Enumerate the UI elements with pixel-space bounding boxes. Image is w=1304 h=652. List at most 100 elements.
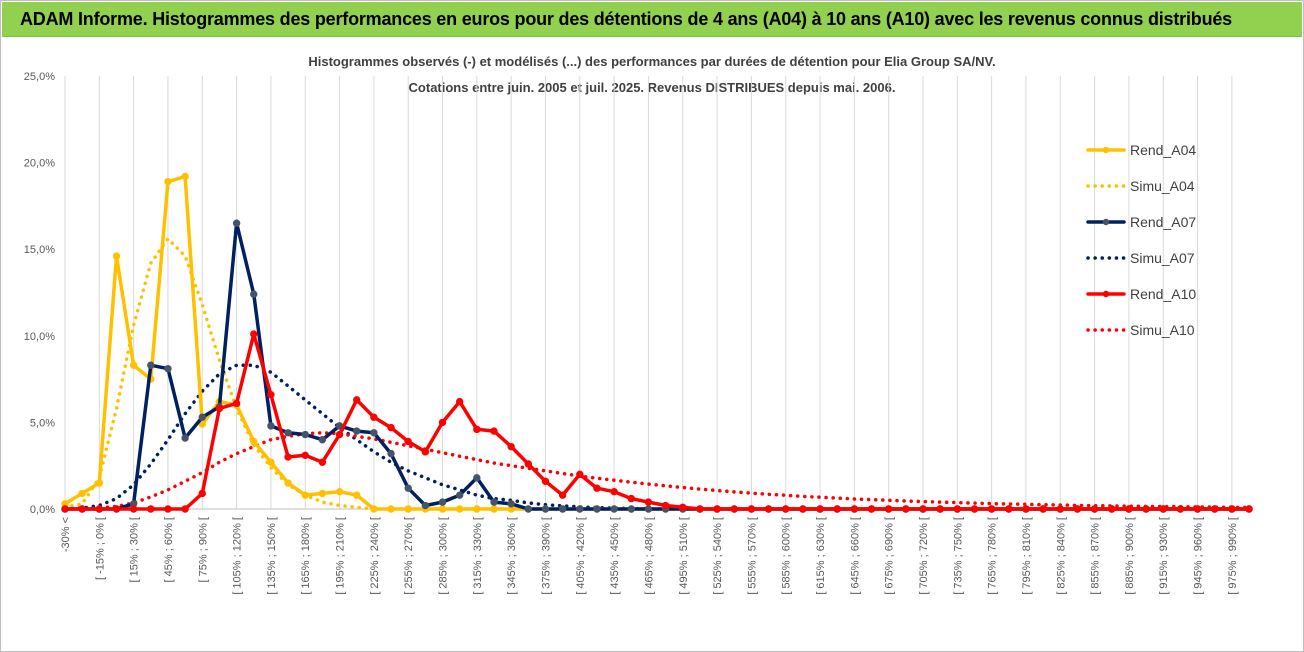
x-tick-label: [ 705% ; 720% [: [918, 517, 930, 595]
data-point: [267, 390, 275, 399]
data-point: [335, 487, 344, 496]
data-point: [490, 498, 498, 506]
data-point: [1228, 505, 1236, 513]
data-point: [1005, 505, 1013, 513]
report-title: ADAM Informe. Histogrammes des performan…: [20, 9, 1232, 29]
y-tick-label: 0,0%: [30, 504, 55, 516]
data-point: [181, 172, 189, 181]
legend-label: Simu_A10: [1130, 322, 1195, 338]
data-point: [301, 451, 309, 460]
legend-marker: [1102, 146, 1110, 154]
data-point: [661, 501, 670, 510]
legend-label: Simu_A04: [1130, 178, 1195, 194]
data-point: [541, 477, 550, 485]
data-point: [541, 505, 550, 513]
data-point: [1022, 505, 1030, 513]
data-point: [473, 505, 481, 513]
data-point: [421, 448, 430, 456]
data-point: [473, 474, 481, 482]
x-tick-label: [ 495% ; 510% [: [678, 517, 690, 595]
data-point: [147, 505, 155, 513]
x-tick-label: [ 45% ; 60% [: [163, 517, 175, 582]
x-tick-label: [ 465% ; 480% [: [643, 517, 655, 595]
data-point: [1211, 505, 1219, 513]
data-point: [455, 397, 464, 406]
data-point: [250, 437, 258, 446]
data-point: [370, 413, 378, 421]
performance-histogram-chart: Histogrammes observés (-) et modélisés (…: [24, 54, 1253, 595]
legend-label: Simu_A07: [1130, 250, 1195, 266]
x-tick-label: [ 405% ; 420% [: [575, 517, 587, 595]
data-point: [833, 505, 841, 513]
data-point: [370, 429, 378, 437]
data-point: [284, 429, 292, 437]
data-point: [198, 413, 206, 421]
data-point: [593, 484, 601, 492]
data-point: [970, 505, 979, 513]
data-point: [610, 487, 618, 496]
x-tick-label: [ 255% ; 270% [: [403, 517, 415, 595]
data-point: [78, 505, 86, 513]
data-point: [1056, 505, 1064, 513]
x-tick-label: [ 795% ; 810% [: [1021, 517, 1033, 595]
data-point: [524, 505, 533, 513]
series-line-rend-a10: [63, 332, 1251, 511]
data-point: [627, 494, 635, 503]
x-tick-label: [ 945% ; 960% [: [1193, 517, 1205, 595]
data-point: [558, 491, 567, 499]
data-point: [1073, 505, 1082, 513]
data-point: [267, 422, 275, 430]
data-point: [850, 505, 859, 513]
x-tick-label: [ 885% ; 900% [: [1124, 517, 1136, 595]
x-tick-label: [ 195% ; 210% [: [335, 517, 347, 595]
data-point: [353, 396, 361, 404]
data-point: [95, 505, 104, 513]
data-point: [644, 505, 653, 513]
data-point: [867, 505, 876, 513]
x-tick-label: [ 765% ; 780% [: [987, 517, 999, 595]
data-point: [919, 505, 927, 513]
data-point: [232, 399, 241, 408]
x-tick-label: [ -15% ; 0% [: [94, 517, 106, 580]
data-point: [284, 479, 292, 487]
data-point: [335, 430, 344, 439]
x-tick-label: [ 375% ; 390% [: [540, 517, 552, 595]
y-tick-label: 20,0%: [24, 158, 55, 170]
data-point: [490, 427, 498, 435]
data-point: [387, 423, 395, 432]
data-point: [902, 505, 910, 513]
legend-marker: [1102, 218, 1110, 226]
data-point: [627, 505, 635, 513]
data-point: [799, 505, 807, 513]
data-point: [593, 505, 601, 513]
x-tick-label: [ 555% ; 570% [: [746, 517, 758, 595]
data-point: [318, 489, 327, 498]
series-line-rend-a04: [63, 174, 1251, 511]
data-point: [1159, 505, 1167, 513]
data-point: [129, 361, 138, 369]
x-tick-label: [ 435% ; 450% [: [609, 517, 621, 595]
data-point: [198, 420, 206, 428]
data-point: [318, 458, 327, 466]
data-point: [1193, 505, 1202, 513]
data-point: [301, 430, 309, 439]
x-tick-label: [ 975% ; 990% [: [1227, 517, 1239, 595]
x-tick-label: -30% <: [60, 517, 72, 552]
x-tick-label: [ 15% ; 30% [: [129, 517, 141, 582]
y-tick-label: 25,0%: [24, 71, 55, 83]
x-axis: -30% < [ -15% ; 0% [ [ 15% ; 30% [ [ 45% ; …: [60, 517, 1239, 595]
data-point: [78, 489, 86, 498]
data-point: [164, 365, 172, 373]
y-tick-label: 10,0%: [24, 331, 55, 343]
data-point: [507, 500, 515, 508]
data-point: [782, 505, 790, 513]
data-point: [644, 498, 653, 506]
data-point: [1245, 505, 1253, 513]
data-point: [404, 505, 412, 513]
x-tick-label: [ 285% ; 300% [: [438, 517, 450, 595]
data-point: [558, 505, 567, 513]
x-tick-label: [ 825% ; 840% [: [1055, 517, 1067, 595]
x-tick-label: [ 135% ; 150% [: [266, 517, 278, 595]
series-line-simu-a10: [63, 431, 1251, 511]
legend-label: Rend_A10: [1130, 286, 1196, 302]
